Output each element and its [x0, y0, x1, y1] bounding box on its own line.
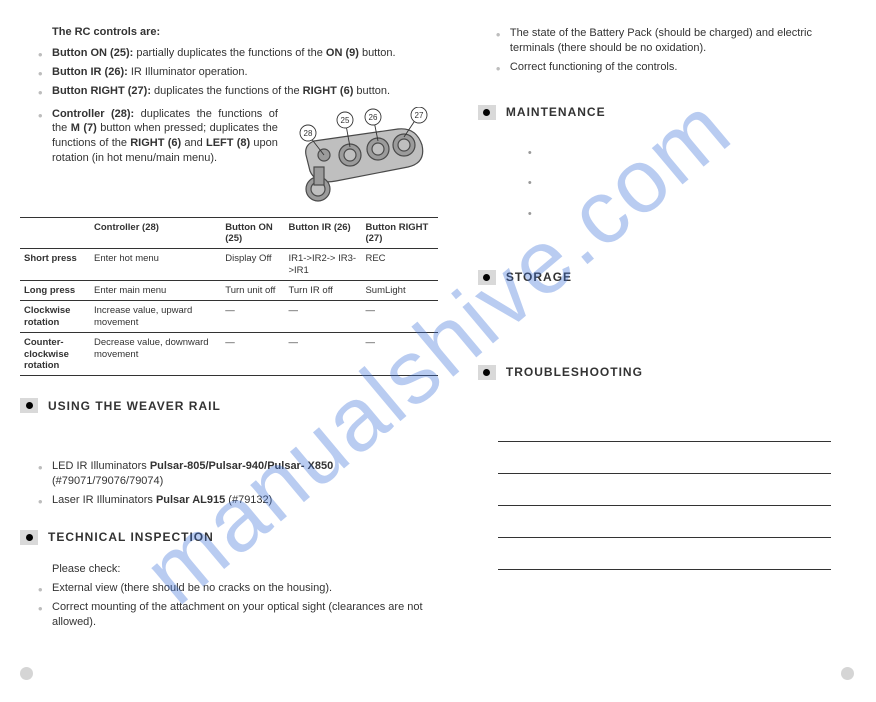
table-row: Counter-clockwise rotationDecrease value… — [20, 333, 438, 376]
list-item: LED IR Illuminators Pulsar-805/Pulsar-94… — [38, 459, 438, 489]
please-check-label: Please check: — [52, 563, 438, 575]
table-row: Long pressEnter main menuTurn unit offTu… — [20, 281, 438, 301]
table-row: Short pressEnter hot menuDisplay OffIR1-… — [20, 249, 438, 281]
list-item: Correct functioning of the controls. — [496, 60, 856, 75]
svg-text:25: 25 — [340, 116, 349, 125]
rc-list: Button ON (25): partially duplicates the… — [38, 46, 438, 99]
section-weaver-rail: USING THE WEAVER RAIL — [20, 398, 438, 413]
right-column: The state of the Battery Pack (should be… — [468, 26, 856, 634]
list-item: Correct mounting of the attachment on yo… — [38, 600, 438, 630]
list-item: Laser IR Illuminators Pulsar AL915 (#791… — [38, 493, 438, 508]
controller-item: Controller (28): duplicates the function… — [38, 107, 278, 166]
section-bullet-icon — [478, 105, 496, 120]
left-column: The RC controls are: Button ON (25): par… — [20, 26, 438, 634]
illuminators-list: LED IR Illuminators Pulsar-805/Pulsar-94… — [38, 459, 438, 508]
rc-item-on: Button ON (25): partially duplicates the… — [38, 46, 438, 61]
list-item: The state of the Battery Pack (should be… — [496, 26, 856, 56]
section-bullet-icon — [20, 530, 38, 545]
device-diagram: 28 25 26 27 — [288, 107, 438, 207]
right-top-list: The state of the Battery Pack (should be… — [496, 26, 856, 75]
rc-item-ir: Button IR (26): IR Illuminator operation… — [38, 65, 438, 80]
controls-table: Controller (28) Button ON (25) Button IR… — [20, 217, 438, 377]
list-item: External view (there should be no cracks… — [38, 581, 438, 596]
section-maintenance: MAINTENANCE — [478, 105, 856, 120]
rc-item-right: Button RIGHT (27): duplicates the functi… — [38, 84, 438, 99]
section-technical-inspection: TECHNICAL INSPECTION — [20, 530, 438, 545]
section-bullet-icon — [478, 270, 496, 285]
inspection-list: External view (there should be no cracks… — [38, 581, 438, 630]
section-troubleshooting: TROUBLESHOOTING — [478, 365, 856, 380]
section-storage: STORAGE — [478, 270, 856, 285]
svg-text:26: 26 — [368, 113, 377, 122]
page-dot-right — [841, 667, 854, 680]
blank-rule-lines — [498, 410, 831, 570]
svg-text:28: 28 — [303, 129, 312, 138]
section-bullet-icon — [20, 398, 38, 413]
faded-bullets — [528, 138, 856, 230]
rc-heading: The RC controls are: — [52, 26, 438, 38]
svg-text:27: 27 — [414, 111, 423, 120]
page-dot-left — [20, 667, 33, 680]
section-bullet-icon — [478, 365, 496, 380]
table-row: Clockwise rotationIncrease value, upward… — [20, 301, 438, 333]
